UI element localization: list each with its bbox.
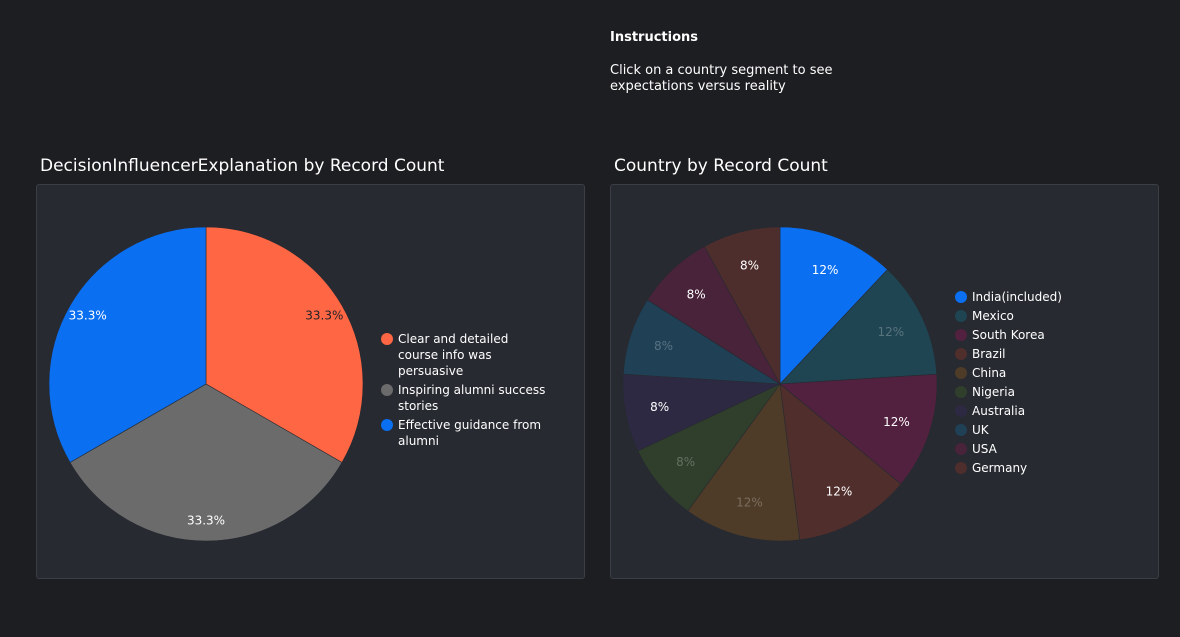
pie-label-brazil: 12% [826,484,853,498]
instructions-text: Click on a country segment to see expect… [610,63,833,94]
legend-item-uk[interactable]: UK [955,422,1122,438]
legend-item-mexico[interactable]: Mexico [955,308,1122,324]
legend-label: Effective guidance from alumni [398,418,542,448]
legend-label: Australia [972,404,1026,418]
legend-label: China [972,366,1007,380]
legend-swatch [955,405,967,417]
legend-label: Nigeria [972,385,1015,399]
pie-slice-mexico[interactable] [779,269,938,385]
pie-slice-india-included[interactable] [779,226,888,385]
pie-label-clear-and-detailed-course-info-was-persuasive: 33.3% [305,309,343,323]
pie-label-india-included: 12% [812,263,839,277]
legend-swatch [955,424,967,436]
chart1-panel: 33.3% 33.3% 33.3% Clear and detailed cours… [36,184,585,579]
pie-slice-brazil[interactable] [779,383,902,541]
pie-label-south-korea: 12% [883,415,910,429]
pie-slice-clear-and-detailed-course-info-was-persuasive[interactable] [205,226,364,463]
pie-label-germany: 8% [740,258,759,272]
chart1-legend: Clear and detailed course info was persu… [381,331,548,452]
pie-label-china: 12% [736,496,763,510]
instructions-panel: Instructions Click on a country segment … [610,30,870,95]
legend-swatch [955,348,967,360]
legend-swatch [955,291,967,303]
pie-label-usa: 8% [687,288,706,302]
legend-item-nigeria[interactable]: Nigeria [955,384,1122,400]
pie-label-mexico: 12% [877,325,904,339]
legend-swatch [955,462,967,474]
chart2-title: Country by Record Count [614,156,828,176]
legend-swatch [381,333,393,345]
legend-item-australia[interactable]: Australia [955,403,1122,419]
legend-label: India(included) [972,290,1062,304]
legend-swatch [955,367,967,379]
legend-label: South Korea [972,328,1045,342]
legend-item-usa[interactable]: USA [955,441,1122,457]
legend-item-india-included[interactable]: India(included) [955,289,1122,305]
legend-item-south-korea[interactable]: South Korea [955,327,1122,343]
instructions-title: Instructions [610,30,699,45]
legend-item-clear-and-detailed-course-info-was-persuasive[interactable]: Clear and detailed course info was persu… [381,331,548,379]
legend-label: Brazil [972,347,1006,361]
legend-label: Inspiring alumni success stories [398,383,546,413]
legend-item-inspiring-alumni-success-stories[interactable]: Inspiring alumni success stories [381,382,548,414]
legend-label: Mexico [972,309,1014,323]
chart2-panel: 12% 12% 12% 12% 12% 8% 8% 8% 8% 8% India(included… [610,184,1159,579]
legend-item-china[interactable]: China [955,365,1122,381]
legend-item-brazil[interactable]: Brazil [955,346,1122,362]
legend-label: USA [972,442,997,456]
legend-label: UK [972,423,989,437]
pie-slice-effective-guidance-from-alumni[interactable] [48,226,207,463]
pie-label-effective-guidance-from-alumni: 33.3% [69,309,107,323]
pie-label-nigeria: 8% [676,455,695,469]
pie-label-uk: 8% [654,339,673,353]
pie-slice-china[interactable] [687,383,801,542]
pie-slice-germany[interactable] [703,226,781,385]
chart1-title: DecisionInfluencerExplanation by Record … [40,156,445,176]
legend-swatch [955,329,967,341]
legend-item-effective-guidance-from-alumni[interactable]: Effective guidance from alumni [381,417,548,449]
pie-slice-south-korea[interactable] [779,373,938,485]
pie-label-inspiring-alumni-success-stories: 33.3% [187,514,225,528]
pie-label-australia: 8% [650,400,669,414]
legend-item-germany[interactable]: Germany [955,460,1122,476]
legend-swatch [955,443,967,455]
legend-swatch [381,419,393,431]
legend-swatch [955,386,967,398]
chart2-legend: India(included) Mexico South Korea Brazil Ch… [955,289,1122,479]
legend-swatch [381,384,393,396]
legend-swatch [955,310,967,322]
chart2-pie: 12% 12% 12% 12% 12% 8% 8% 8% 8% 8% [622,226,938,542]
chart1-pie: 33.3% 33.3% 33.3% [48,226,364,542]
legend-label: Germany [972,461,1028,475]
legend-label: Clear and detailed course info was persu… [398,332,509,378]
